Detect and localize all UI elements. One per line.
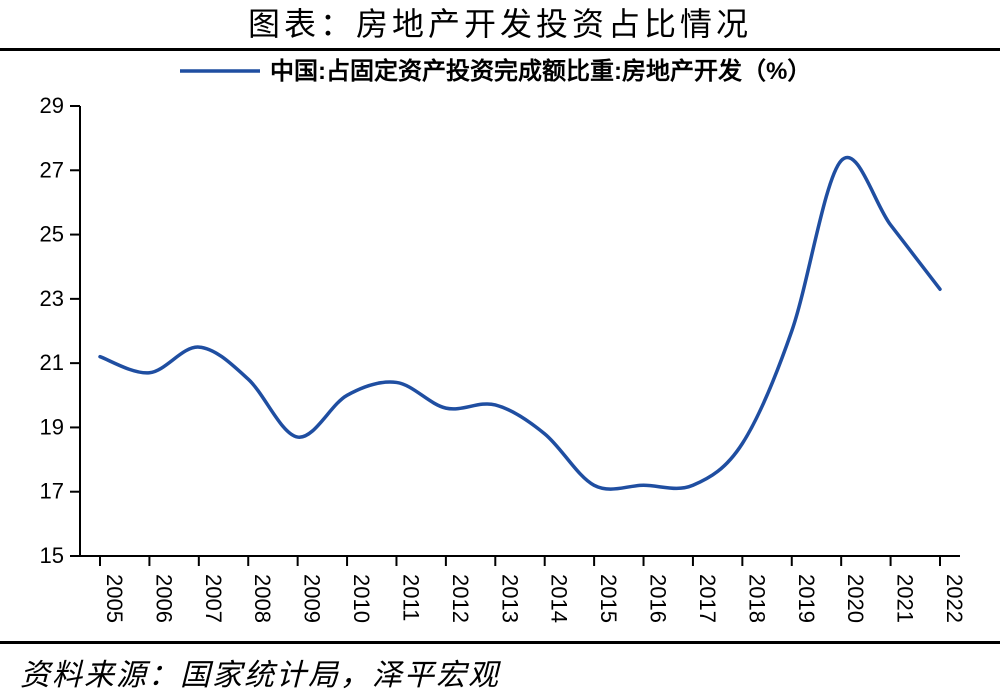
x-tick-label: 2021 [893, 574, 918, 623]
title-row: 图表：房地产开发投资占比情况 [0, 0, 1000, 51]
chart-title: 图表：房地产开发投资占比情况 [248, 6, 752, 42]
y-tick-label: 27 [40, 157, 64, 182]
y-tick-label: 25 [40, 222, 64, 247]
x-tick-label: 2019 [794, 574, 819, 623]
line-chart: 中国:占固定资产投资完成额比重:房地产开发（%） 15 17 19 21 23 25 27 29… [0, 51, 1000, 641]
chart-area: 中国:占固定资产投资完成额比重:房地产开发（%） 15 17 19 21 23 25 27 29… [0, 51, 1000, 641]
y-tick-label: 19 [40, 414, 64, 439]
bottom-rule [0, 641, 1000, 644]
x-tick-label: 2005 [102, 574, 127, 623]
x-tick-label: 2007 [201, 574, 226, 623]
y-tick-label: 17 [40, 479, 64, 504]
y-tick-label: 23 [40, 286, 64, 311]
data-line [100, 157, 940, 489]
x-tick-label: 2015 [596, 574, 621, 623]
x-tick-label: 2020 [843, 574, 868, 623]
x-tick-label: 2018 [744, 574, 769, 623]
x-tick-label: 2017 [695, 574, 720, 623]
x-tick-label: 2010 [349, 574, 374, 623]
x-tick-label: 2012 [448, 574, 473, 623]
x-tick-label: 2013 [497, 574, 522, 623]
x-tick-label: 2011 [398, 574, 423, 621]
y-tick-label: 29 [40, 93, 64, 118]
x-tick-label: 2022 [942, 574, 967, 623]
chart-container: { "title": "图表：房地产开发投资占比情况", "source": "… [0, 0, 1000, 700]
source-text: 资料来源：国家统计局，泽平宏观 [20, 650, 500, 694]
y-tick-label: 15 [40, 543, 64, 568]
x-tick-label: 2008 [250, 574, 275, 623]
legend: 中国:占固定资产投资完成额比重:房地产开发（%） [180, 57, 811, 85]
legend-label: 中国:占固定资产投资完成额比重:房地产开发（%） [270, 57, 811, 85]
x-tick-label: 2016 [646, 574, 671, 623]
x-tick-label: 2009 [300, 574, 325, 623]
x-tick-label: 2014 [547, 574, 572, 623]
y-tick-label: 21 [40, 350, 64, 375]
x-tick-label: 2006 [151, 574, 176, 623]
